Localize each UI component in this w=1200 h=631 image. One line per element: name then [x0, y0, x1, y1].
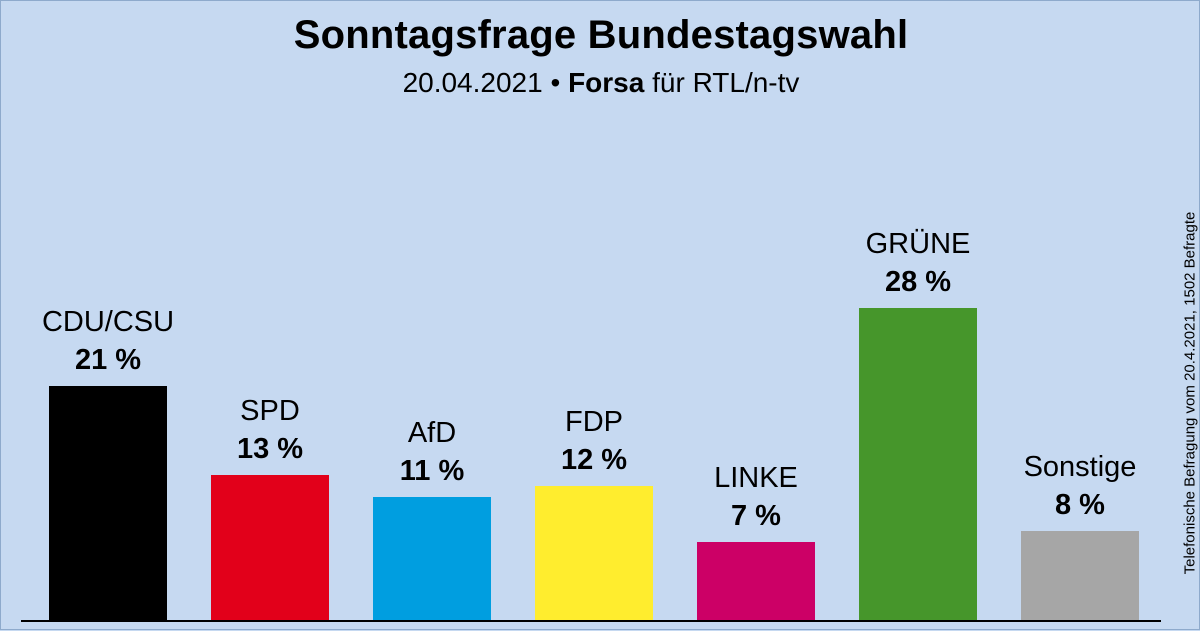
x-axis-baseline	[21, 620, 1161, 622]
category-label-6: Sonstige	[1023, 451, 1137, 483]
category-label-2: AfD	[407, 417, 457, 449]
subtitle-date: 20.04.2021	[402, 67, 543, 98]
value-label-0: 21 %	[74, 344, 142, 376]
value-label-3: 12 %	[560, 444, 628, 476]
value-label-5: 28 %	[884, 266, 952, 298]
bar-2	[373, 497, 491, 620]
value-label-4: 7 %	[731, 500, 781, 532]
chart-title: Sonntagsfrage Bundestagswahl	[293, 13, 909, 57]
bar-1	[211, 475, 329, 620]
bar-5	[859, 308, 977, 620]
subtitle-separator: •	[550, 67, 561, 98]
bar-4	[697, 542, 815, 620]
subtitle-institute: Forsa	[568, 67, 645, 98]
category-label-3: FDP	[565, 406, 623, 438]
category-label-0: CDU/CSU	[41, 306, 175, 338]
subtitle-client: für RTL/n-tv	[652, 67, 800, 98]
value-label-6: 8 %	[1055, 489, 1105, 521]
bar-0	[49, 386, 167, 620]
category-label-1: SPD	[240, 395, 300, 427]
category-label-5: GRÜNE	[865, 228, 971, 260]
survey-note: Telefonische Befragung vom 20.4.2021, 15…	[1181, 211, 1199, 575]
value-label-1: 13 %	[236, 433, 304, 465]
bar-6	[1021, 531, 1139, 620]
chart-subtitle: 20.04.2021 • Forsa für RTL/n-tv	[1, 67, 1200, 99]
bar-3	[535, 486, 653, 620]
category-label-4: LINKE	[714, 462, 798, 494]
value-label-2: 11 %	[399, 455, 465, 487]
